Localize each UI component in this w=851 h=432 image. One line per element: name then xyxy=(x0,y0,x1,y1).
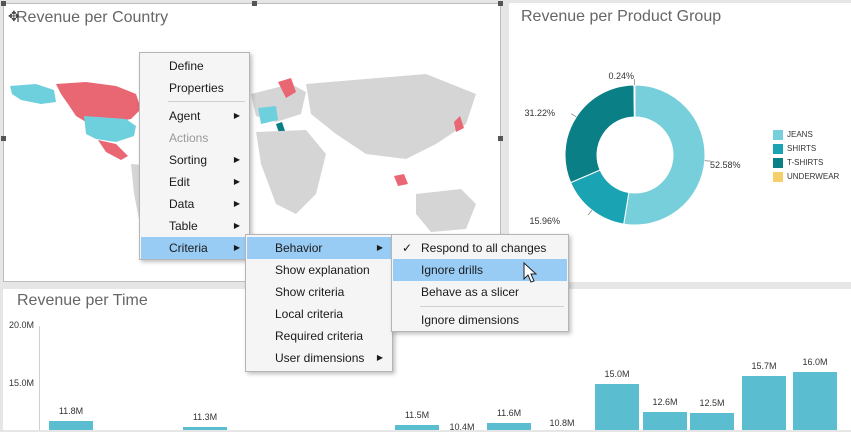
menu-item-agent[interactable]: Agent ▶ xyxy=(141,105,248,127)
bar-data-label: 10.8M xyxy=(532,418,592,428)
menu-item-label: Behave as a slicer xyxy=(421,285,519,299)
menu-item-user-dimensions[interactable]: User dimensions ▶ xyxy=(247,347,391,369)
menu-item-label: Edit xyxy=(169,175,190,189)
legend-label: T-SHIRTS xyxy=(787,158,823,167)
menu-item-ignore-drills[interactable]: Ignore drills xyxy=(393,259,567,281)
donut-slice-underwear[interactable] xyxy=(634,85,635,117)
submenu-arrow-icon: ▶ xyxy=(234,215,240,237)
criteria-submenu[interactable]: Behavior ▶ Show explanation Show criteria… xyxy=(245,234,393,372)
bar-data-label: 12.5M xyxy=(682,398,742,408)
legend-swatch xyxy=(773,144,783,154)
submenu-arrow-icon: ▶ xyxy=(234,193,240,215)
behavior-submenu[interactable]: ✓ Respond to all changes Ignore drills Be… xyxy=(391,234,569,332)
y-axis-line xyxy=(39,326,40,430)
bar-data-label: 15.0M xyxy=(587,369,647,379)
menu-item-label: Actions xyxy=(169,131,208,145)
legend-label: SHIRTS xyxy=(787,144,816,153)
menu-item-label: Data xyxy=(169,197,194,211)
menu-item-label: Agent xyxy=(169,109,200,123)
legend-swatch xyxy=(773,130,783,140)
donut-leader-line xyxy=(588,210,592,215)
bar[interactable] xyxy=(643,412,687,430)
menu-item-label: Ignore dimensions xyxy=(421,313,519,327)
menu-item-label: Sorting xyxy=(169,153,207,167)
donut-data-label: 52.58% xyxy=(710,160,741,170)
menu-item-respond-to-all-changes[interactable]: ✓ Respond to all changes xyxy=(393,237,567,259)
menu-item-label: Local criteria xyxy=(275,307,343,321)
menu-item-show-criteria[interactable]: Show criteria xyxy=(247,281,391,303)
bar-data-label: 16.0M xyxy=(785,357,845,367)
legend-item-underwear: UNDERWEAR xyxy=(773,172,839,182)
legend-swatch xyxy=(773,172,783,182)
menu-item-ignore-dimensions[interactable]: Ignore dimensions xyxy=(393,309,567,331)
checkmark-icon: ✓ xyxy=(402,237,412,259)
menu-item-label: Behavior xyxy=(275,241,322,255)
menu-item-properties[interactable]: Properties xyxy=(141,77,248,99)
bar-data-label: 11.8M xyxy=(41,406,101,416)
donut-data-label: 31.22% xyxy=(524,108,555,118)
bar-data-label: 11.3M xyxy=(175,412,235,422)
bar-data-label: 10.4M xyxy=(432,422,492,432)
y-tick-label: 20.0M xyxy=(9,320,34,330)
bar-data-label: 11.6M xyxy=(479,408,539,418)
time-panel-title: Revenue per Time xyxy=(17,292,148,310)
bar[interactable] xyxy=(793,372,837,430)
menu-separator xyxy=(168,101,245,102)
donut-leader-line xyxy=(571,114,576,117)
menu-item-label: User dimensions xyxy=(275,351,364,365)
menu-item-define[interactable]: Define xyxy=(141,55,248,77)
donut-data-label: 15.96% xyxy=(529,216,560,226)
legend-label: UNDERWEAR xyxy=(787,172,839,181)
bar[interactable] xyxy=(595,384,639,430)
menu-item-behave-as-slicer[interactable]: Behave as a slicer xyxy=(393,281,567,303)
menu-item-label: Ignore drills xyxy=(421,263,483,277)
menu-item-criteria[interactable]: Criteria ▶ xyxy=(141,237,248,259)
menu-item-local-criteria[interactable]: Local criteria xyxy=(247,303,391,325)
menu-item-label: Respond to all changes xyxy=(421,241,546,255)
donut-slice-t-shirts[interactable] xyxy=(565,85,634,183)
menu-item-label: Table xyxy=(169,219,198,233)
menu-item-label: Criteria xyxy=(169,241,208,255)
bar-data-label: 11.5M xyxy=(387,410,447,420)
menu-item-show-explanation[interactable]: Show explanation xyxy=(247,259,391,281)
menu-item-label: Required criteria xyxy=(275,329,363,343)
submenu-arrow-icon: ▶ xyxy=(234,105,240,127)
bar[interactable] xyxy=(742,376,786,430)
legend-item-shirts: SHIRTS xyxy=(773,144,816,154)
menu-item-label: Properties xyxy=(169,81,224,95)
menu-item-required-criteria[interactable]: Required criteria xyxy=(247,325,391,347)
legend-label: JEANS xyxy=(787,130,813,139)
context-menu[interactable]: Define Properties Agent ▶ Actions Sorting… xyxy=(139,52,250,260)
donut-data-label: 0.24% xyxy=(608,71,634,81)
menu-item-data[interactable]: Data ▶ xyxy=(141,193,248,215)
legend-item-jeans: JEANS xyxy=(773,130,813,140)
menu-item-behavior[interactable]: Behavior ▶ xyxy=(247,237,391,259)
menu-item-sorting[interactable]: Sorting ▶ xyxy=(141,149,248,171)
bar[interactable] xyxy=(487,423,531,430)
menu-item-edit[interactable]: Edit ▶ xyxy=(141,171,248,193)
bar[interactable] xyxy=(690,413,734,430)
submenu-arrow-icon: ▶ xyxy=(234,237,240,259)
mouse-cursor-icon xyxy=(523,262,537,284)
donut-slice-jeans[interactable] xyxy=(624,85,705,225)
menu-item-table[interactable]: Table ▶ xyxy=(141,215,248,237)
menu-item-label: Show explanation xyxy=(275,263,370,277)
bar[interactable] xyxy=(49,421,93,430)
submenu-arrow-icon: ▶ xyxy=(377,237,383,259)
y-tick-label: 15.0M xyxy=(9,378,34,388)
menu-item-label: Show criteria xyxy=(275,285,344,299)
menu-item-label: Define xyxy=(169,59,204,73)
submenu-arrow-icon: ▶ xyxy=(377,347,383,369)
submenu-arrow-icon: ▶ xyxy=(234,171,240,193)
menu-separator xyxy=(420,306,564,307)
legend-swatch xyxy=(773,158,783,168)
legend-item-t-shirts: T-SHIRTS xyxy=(773,158,823,168)
menu-item-actions: Actions xyxy=(141,127,248,149)
submenu-arrow-icon: ▶ xyxy=(234,149,240,171)
